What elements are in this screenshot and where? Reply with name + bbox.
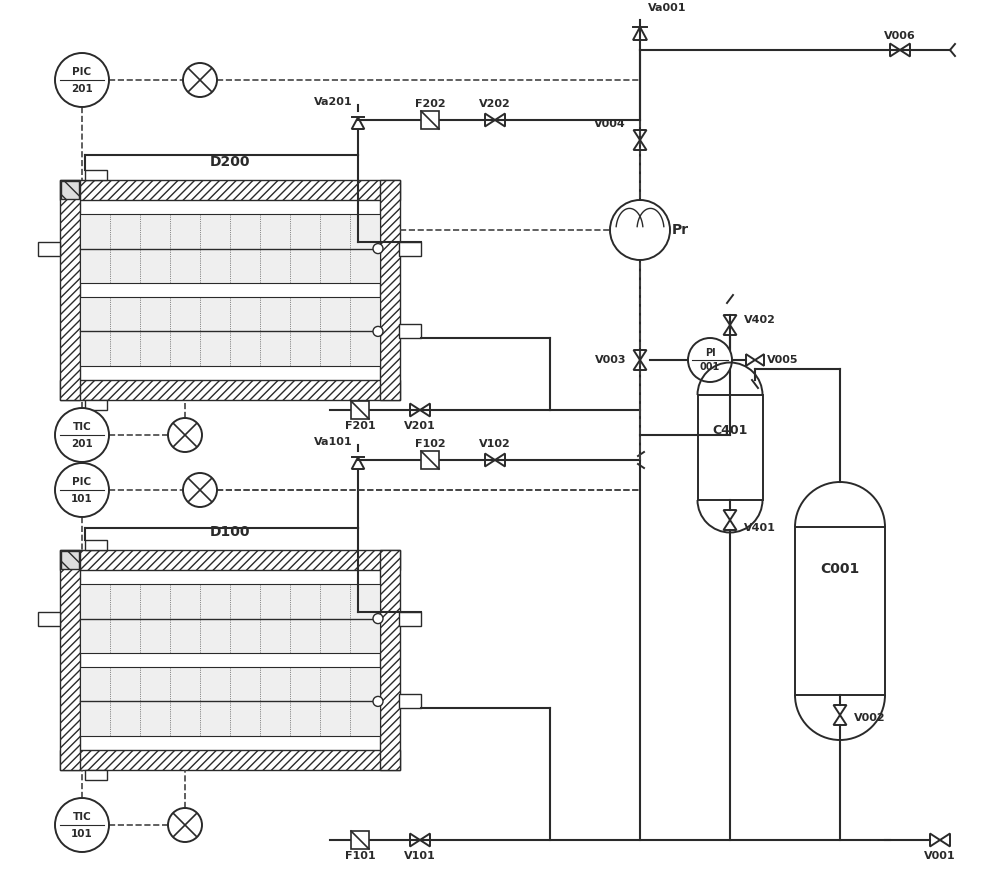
Bar <box>60 550 80 770</box>
Bar <box>38 241 60 255</box>
Text: 001: 001 <box>700 362 720 372</box>
Bar <box>80 668 380 736</box>
Bar <box>351 401 369 419</box>
Bar <box>60 750 400 770</box>
Text: V001: V001 <box>924 851 956 861</box>
Bar <box>85 770 107 780</box>
Circle shape <box>373 244 383 254</box>
Text: Va201: Va201 <box>314 97 353 107</box>
Circle shape <box>373 613 383 624</box>
Bar <box>60 380 400 400</box>
Text: V202: V202 <box>479 99 511 109</box>
Bar <box>399 241 421 255</box>
Bar <box>85 170 107 180</box>
Circle shape <box>183 473 217 507</box>
Bar <box>351 831 369 849</box>
Bar <box>421 111 439 129</box>
Text: F202: F202 <box>415 99 445 109</box>
Text: V003: V003 <box>594 355 626 365</box>
Text: Pr: Pr <box>671 223 689 237</box>
Text: 101: 101 <box>71 494 93 504</box>
Bar <box>80 297 380 366</box>
Text: D100: D100 <box>210 525 250 539</box>
Text: C001: C001 <box>820 562 860 576</box>
Text: Va001: Va001 <box>648 3 686 13</box>
Circle shape <box>168 808 202 842</box>
Text: V005: V005 <box>767 355 798 365</box>
Bar <box>399 694 421 708</box>
Bar <box>80 214 380 283</box>
Circle shape <box>373 327 383 336</box>
Text: V401: V401 <box>744 523 776 533</box>
Text: V004: V004 <box>594 119 626 129</box>
Text: F201: F201 <box>345 421 375 431</box>
Text: PI: PI <box>705 348 715 359</box>
Text: V006: V006 <box>884 31 916 41</box>
Text: V002: V002 <box>854 713 886 723</box>
Bar <box>399 611 421 626</box>
Bar <box>380 180 400 400</box>
Text: F101: F101 <box>345 851 375 861</box>
Circle shape <box>168 418 202 452</box>
Text: D200: D200 <box>210 155 250 169</box>
Text: PIC: PIC <box>72 67 92 77</box>
Bar <box>421 451 439 469</box>
Text: Va101: Va101 <box>314 437 353 447</box>
Text: V402: V402 <box>744 315 776 325</box>
Text: V201: V201 <box>404 421 436 431</box>
Bar <box>60 550 400 570</box>
Bar <box>80 585 380 652</box>
Bar <box>60 180 80 400</box>
Circle shape <box>55 53 109 107</box>
Text: 101: 101 <box>71 829 93 838</box>
Circle shape <box>373 696 383 707</box>
Circle shape <box>183 63 217 97</box>
Text: TIC: TIC <box>73 812 91 821</box>
Bar <box>399 324 421 338</box>
Bar <box>85 540 107 550</box>
Text: F102: F102 <box>415 439 445 449</box>
Circle shape <box>55 463 109 517</box>
Bar <box>61 181 79 199</box>
Text: 201: 201 <box>71 439 93 449</box>
Bar <box>795 527 885 695</box>
Text: 201: 201 <box>71 84 93 93</box>
Bar <box>85 400 107 410</box>
Circle shape <box>55 798 109 852</box>
Circle shape <box>688 338 732 382</box>
Bar <box>380 550 400 770</box>
Bar <box>698 395 763 500</box>
Text: V102: V102 <box>479 439 511 449</box>
Circle shape <box>55 408 109 462</box>
Bar <box>61 551 79 569</box>
Text: V101: V101 <box>404 851 436 861</box>
Text: TIC: TIC <box>73 422 91 432</box>
Bar <box>38 611 60 626</box>
Text: PIC: PIC <box>72 477 92 487</box>
Text: C401: C401 <box>712 424 748 436</box>
Bar <box>60 180 400 200</box>
Circle shape <box>610 200 670 260</box>
